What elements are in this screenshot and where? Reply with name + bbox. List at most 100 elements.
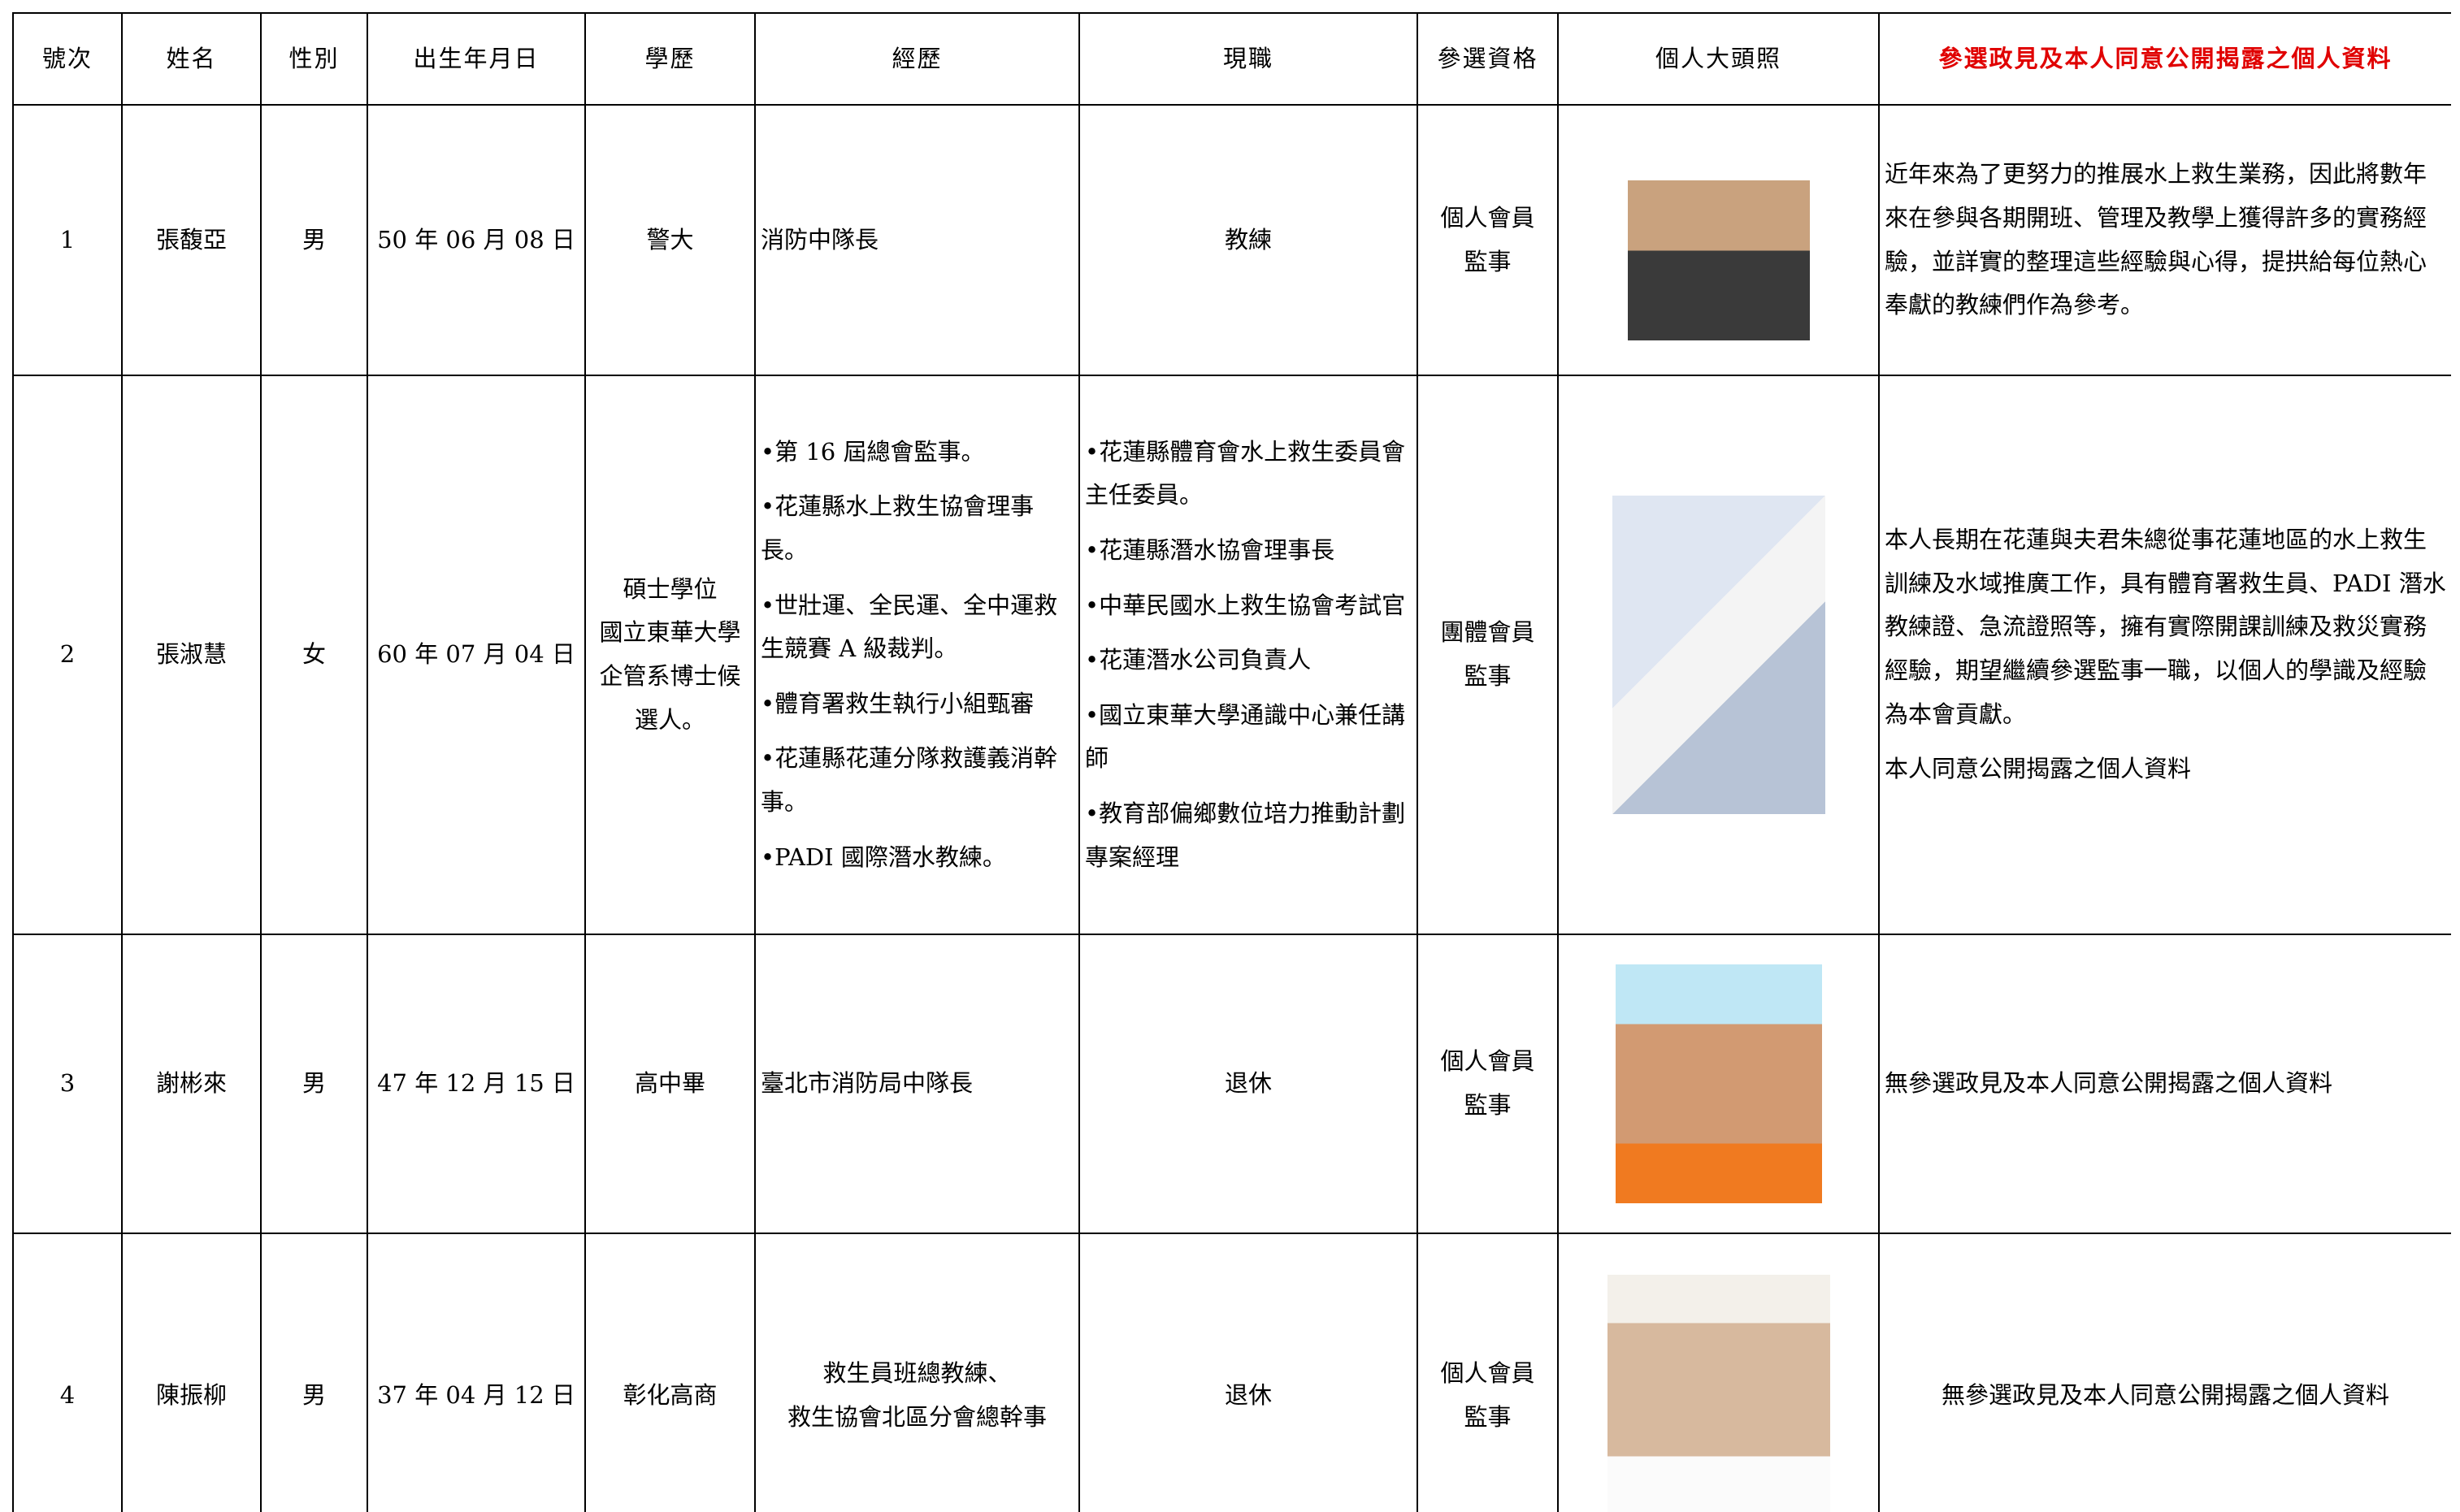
statement-cell: 本人長期在花蓮與夫君朱總從事花蓮地區的水上救生訓練及水域推廣工作，具有體育署救生… — [1878, 375, 2451, 935]
photo-cell — [1557, 1233, 1880, 1512]
photo — [1627, 140, 1810, 340]
name-cell: 張淑慧 — [121, 375, 262, 935]
statement-cell: 近年來為了更努力的推展水上救生業務，因此將數年來在參與各期開班、管理及教學上獲得… — [1878, 104, 2451, 376]
table-row: 1 張馥亞男 50 年 06 月 08 日 警大 消防中隊長 教練 個人會員監事 近年來為了更… — [12, 104, 2451, 376]
header-cell: 姓名 — [121, 12, 262, 106]
statement-line: 無參選政見及本人同意公開揭露之個人資料 — [1885, 1069, 2333, 1098]
table-wrap: 號次 姓名 性別 出生年月日 學歷 經歷 現職 參選資格 個人大頭照 參選政見及本人同意公開揭露之… — [12, 12, 2451, 1512]
gender-cell: 女 — [260, 375, 368, 935]
gender-cell: 男 — [260, 1233, 368, 1512]
position-line: •花蓮縣體育會水上救生委員會主任委員。 — [1085, 437, 1406, 509]
experience-line: •世壯運、全民運、全中運救生競賽 A 級裁判。 — [761, 591, 1058, 663]
education-line: 碩士學位 — [623, 574, 718, 603]
qualification-line: 個人會員 — [1440, 1359, 1535, 1388]
qualification-line: 監事 — [1464, 662, 1512, 690]
header-cell: 參選政見及本人同意公開揭露之個人資料 — [1878, 12, 2451, 106]
birth-cell: 60 年 07 月 04 日 — [367, 375, 586, 935]
qualification-line: 監事 — [1464, 247, 1512, 275]
experience-line: 救生協會北區分會總幹事 — [787, 1403, 1047, 1431]
experience-cell: 救生員班總教練、救生協會北區分會總幹事 — [754, 1233, 1080, 1512]
name-cell: 謝彬來 — [121, 934, 262, 1234]
number-cell: 1 — [12, 104, 123, 376]
statement-line: 本人同意公開揭露之個人資料 — [1885, 755, 2192, 783]
table-row: 3 謝彬來男 47 年 12 月 15 日 高中畢 臺北市消防局中隊長 退休 個人會員監事 無… — [12, 934, 2451, 1234]
education-line: 彰化高商 — [623, 1381, 718, 1410]
position-line: •國立東華大學通識中心兼任講師 — [1085, 700, 1406, 773]
position-line: 退休 — [1224, 1069, 1272, 1098]
photo — [1615, 964, 1822, 1203]
education-cell: 碩士學位國立東華大學企管系博士候選人。 — [584, 375, 756, 935]
statement-cell: 無參選政見及本人同意公開揭露之個人資料 — [1878, 1233, 2451, 1512]
statement-line: 近年來為了更努力的推展水上救生業務，因此將數年來在參與各期開班、管理及教學上獲得… — [1885, 160, 2427, 319]
position-line: •花蓮潛水公司負責人 — [1085, 646, 1312, 674]
experience-line: 消防中隊長 — [761, 225, 879, 253]
position-line: 教練 — [1224, 225, 1272, 253]
qualification-line: 監事 — [1464, 1091, 1512, 1119]
number-cell: 2 — [12, 375, 123, 935]
header-cell: 學歷 — [584, 12, 756, 106]
position-cell: •花蓮縣體育會水上救生委員會主任委員。 •花蓮縣潛水協會理事長 •中華民國水上救生協… — [1078, 375, 1418, 935]
education-line: 警大 — [646, 225, 694, 253]
experience-cell: •第 16 屆總會監事。 •花蓮縣水上救生協會理事長。 •世壯運、全民運、全中運救生… — [754, 375, 1080, 935]
header-cell: 出生年月日 — [367, 12, 586, 106]
statement-cell: 無參選政見及本人同意公開揭露之個人資料 — [1878, 934, 2451, 1234]
header-row: 號次 姓名 性別 出生年月日 學歷 經歷 現職 參選資格 個人大頭照 參選政見及本人同意公開揭露之… — [12, 12, 2451, 106]
position-line: •中華民國水上救生協會考試官 — [1085, 591, 1406, 619]
education-line: 國立東華大學企管系博士候選人。 — [599, 618, 741, 734]
header-cell: 號次 — [12, 12, 123, 106]
table-body: 1 張馥亞男 50 年 06 月 08 日警大 消防中隊長 教練 個人會員 監事 近年來為了更… — [12, 104, 2451, 1512]
education-cell: 高中畢 — [584, 934, 756, 1234]
qualification-cell: 個人會員 監事 — [1417, 934, 1559, 1234]
header-cell: 參選資格 — [1417, 12, 1559, 106]
experience-line: •第 16 屆總會監事。 — [761, 437, 985, 466]
photo-cell — [1557, 104, 1880, 376]
education-cell: 警大 — [584, 104, 756, 376]
statement-line: 本人長期在花蓮與夫君朱總從事花蓮地區的水上救生訓練及水域推廣工作，具有體育署救生… — [1885, 526, 2446, 728]
position-cell: 退休 — [1078, 934, 1418, 1234]
gender-cell: 男 — [260, 104, 368, 376]
header-cell: 經歷 — [754, 12, 1080, 106]
table-row: 4 陳振柳男 37 年 04 月 12 日彰化高商 救生員班總教練、救生協會北區分會總… — [12, 1233, 2451, 1512]
birth-cell: 50 年 06 月 08 日 — [367, 104, 586, 376]
photo — [1612, 496, 1825, 814]
position-cell: 退休 — [1078, 1233, 1418, 1512]
qualification-line: 團體會員 — [1440, 618, 1535, 647]
qualification-line: 個人會員 — [1440, 1047, 1535, 1076]
header-cell: 性別 — [260, 12, 368, 106]
name-cell: 張馥亞 — [121, 104, 262, 376]
experience-line: •體育署救生執行小組甄審 — [761, 689, 1035, 717]
education-cell: 彰化高商 — [584, 1233, 756, 1512]
table-row: 2 張淑慧女 60 年 07 月 04 日碩士學位 國立東華大學企管系博士候選人。 •第… — [12, 375, 2451, 935]
experience-line: •花蓮縣花蓮分隊救護義消幹事。 — [761, 744, 1058, 817]
experience-line: •花蓮縣水上救生協會理事長。 — [761, 492, 1035, 564]
photo-cell — [1557, 934, 1880, 1234]
statement-line: 無參選政見及本人同意公開揭露之個人資料 — [1941, 1381, 2389, 1410]
header-cell: 個人大頭照 — [1557, 12, 1880, 106]
experience-line: •PADI 國際潛水教練。 — [761, 843, 1006, 871]
experience-line: 救生員班總教練、 — [822, 1359, 1012, 1388]
education-line: 高中畢 — [634, 1069, 705, 1098]
name-cell: 陳振柳 — [121, 1233, 262, 1512]
photo — [1607, 1275, 1830, 1512]
birth-cell: 47 年 12 月 15 日 — [367, 934, 586, 1234]
position-line: •花蓮縣潛水協會理事長 — [1085, 535, 1335, 564]
qualification-line: 個人會員 — [1440, 203, 1535, 232]
gender-cell: 男 — [260, 934, 368, 1234]
birth-cell: 37 年 04 月 12 日 — [367, 1233, 586, 1512]
number-cell: 4 — [12, 1233, 123, 1512]
experience-cell: 臺北市消防局中隊長 — [754, 934, 1080, 1234]
qualification-line: 監事 — [1464, 1403, 1512, 1431]
photo-cell — [1557, 375, 1880, 935]
qualification-cell: 個人會員 監事 — [1417, 1233, 1559, 1512]
candidate-table: 號次 姓名 性別 出生年月日 學歷 經歷 現職 參選資格 個人大頭照 參選政見及本人同意公開揭露之… — [12, 12, 2451, 1512]
experience-line: 臺北市消防局中隊長 — [761, 1069, 974, 1098]
number-cell: 3 — [12, 934, 123, 1234]
qualification-cell: 個人會員 監事 — [1417, 104, 1559, 376]
experience-cell: 消防中隊長 — [754, 104, 1080, 376]
position-cell: 教練 — [1078, 104, 1418, 376]
qualification-cell: 團體會員 監事 — [1417, 375, 1559, 935]
header-cell: 現職 — [1078, 12, 1418, 106]
position-line: 退休 — [1224, 1381, 1272, 1410]
position-line: •教育部偏鄉數位培力推動計劃專案經理 — [1085, 799, 1406, 871]
